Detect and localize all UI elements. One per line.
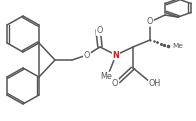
Text: O: O [147,17,153,26]
Text: Me: Me [172,43,183,49]
Text: O: O [96,26,103,35]
Text: Me: Me [101,72,112,81]
Text: O: O [84,50,90,60]
Text: OH: OH [149,79,161,88]
Text: O: O [112,79,118,88]
Text: N: N [113,50,119,60]
